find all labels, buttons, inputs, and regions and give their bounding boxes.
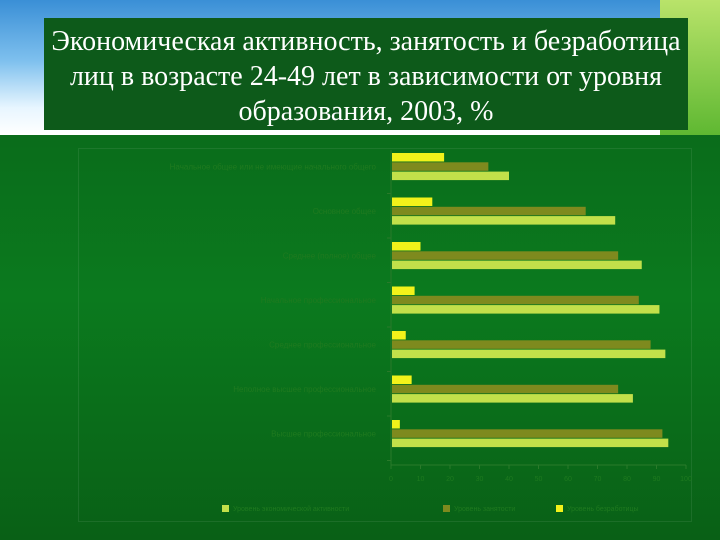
- title-panel: [44, 18, 688, 130]
- bar-unemployment: [392, 153, 445, 162]
- bar-employment: [392, 206, 586, 216]
- category-label: Среднее (полное) общее: [283, 252, 377, 261]
- category-label: Среднее профессиональное: [269, 341, 376, 350]
- bar-unemployment: [392, 375, 412, 384]
- x-tick-label: 30: [476, 476, 484, 483]
- x-tick-label: 10: [417, 476, 425, 483]
- bar-activity: [392, 216, 616, 225]
- x-tick-label: 80: [623, 476, 631, 483]
- bar-employment: [392, 340, 651, 349]
- bar-activity: [392, 260, 642, 270]
- x-tick-label: 20: [446, 476, 454, 483]
- category-label: Начальное общее или не имеющие начальног…: [170, 163, 377, 172]
- bar-activity: [392, 349, 666, 359]
- x-tick-label: 70: [594, 476, 602, 483]
- x-tick-label: 90: [653, 476, 661, 483]
- bar-activity: [392, 171, 509, 181]
- category-label: Начальное профессиональное: [261, 296, 377, 305]
- bar-employment: [392, 162, 489, 171]
- bar-employment: [392, 384, 619, 394]
- legend-swatch: [443, 505, 450, 512]
- legend-label: Уровень безработицы: [567, 505, 638, 513]
- x-tick-label: 0: [389, 476, 393, 483]
- bar-employment: [392, 295, 639, 305]
- slide-title: Экономическая активность, занятость и бе…: [51, 26, 681, 127]
- x-tick-label: 100: [680, 476, 692, 483]
- category-label: Неполное высшее профессиональное: [233, 385, 376, 394]
- category-label: Основное общее: [313, 207, 377, 216]
- bar-activity: [392, 394, 633, 403]
- bar-employment: [392, 429, 663, 438]
- bar-activity: [392, 305, 660, 314]
- legend-label: Уровень занятости: [454, 506, 515, 513]
- legend-label: Уровень экономической активности: [233, 505, 349, 513]
- x-tick-label: 60: [564, 476, 572, 483]
- category-label: Высшее профессиональное: [271, 430, 376, 439]
- legend-swatch: [222, 505, 229, 512]
- bar-unemployment: [392, 242, 421, 251]
- bar-employment: [392, 251, 619, 260]
- bar-unemployment: [392, 286, 415, 295]
- chart-frame: [78, 148, 692, 522]
- bar-unemployment: [392, 197, 433, 206]
- bar-activity: [392, 438, 669, 448]
- x-tick-label: 40: [505, 476, 513, 483]
- bar-unemployment: [392, 420, 400, 429]
- bar-unemployment: [392, 331, 406, 340]
- x-tick-label: 50: [535, 476, 543, 483]
- legend-swatch: [556, 505, 563, 512]
